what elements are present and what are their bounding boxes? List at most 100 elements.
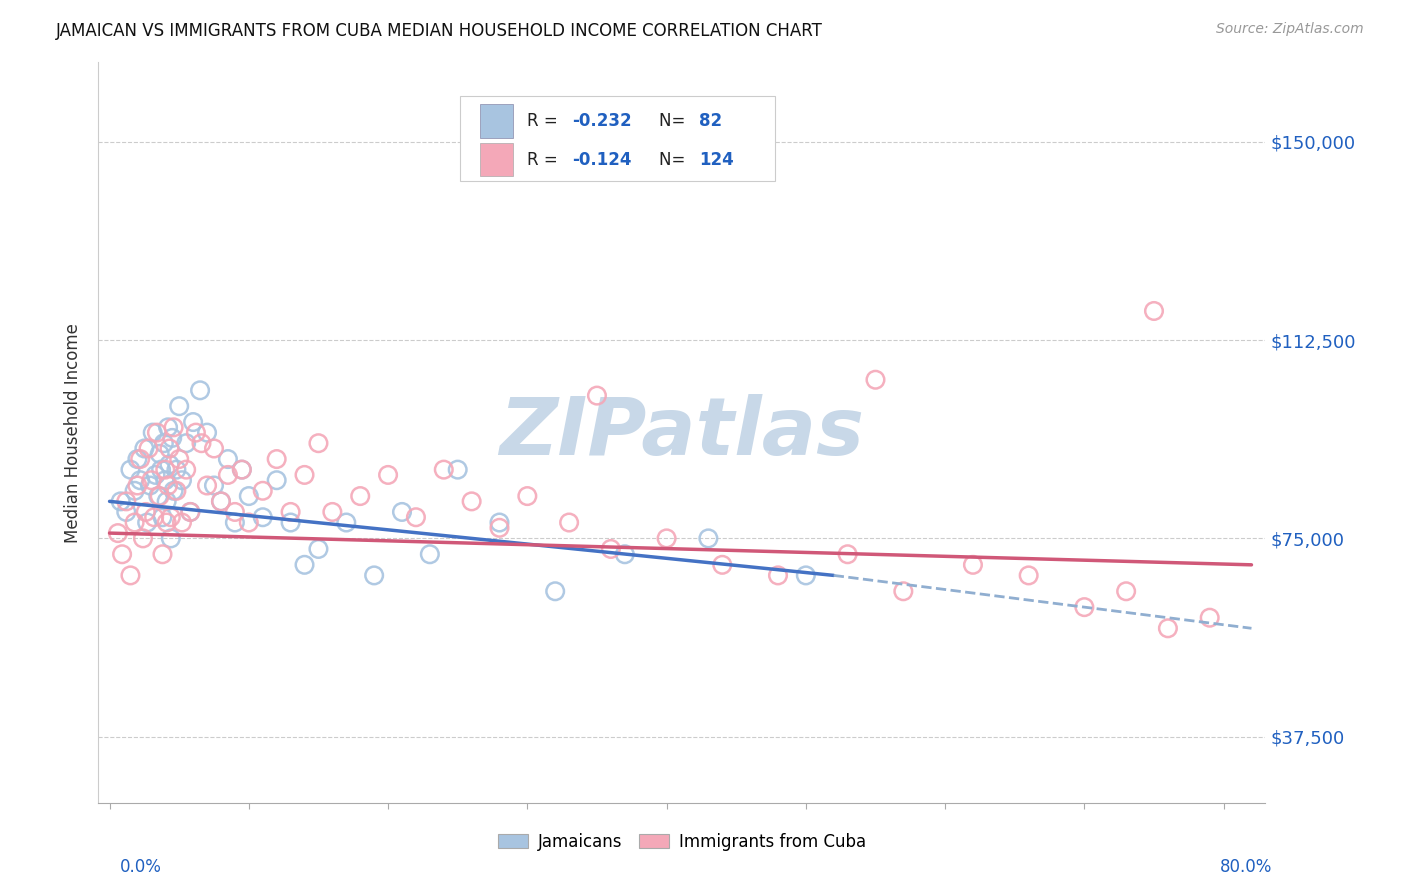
Point bbox=[156, 516, 179, 530]
Point bbox=[156, 494, 179, 508]
Point bbox=[160, 510, 183, 524]
Text: R =: R = bbox=[527, 151, 562, 169]
Point bbox=[238, 489, 260, 503]
Point bbox=[179, 505, 201, 519]
Point bbox=[181, 415, 204, 429]
Point bbox=[132, 532, 155, 546]
Point bbox=[157, 478, 180, 492]
Point bbox=[127, 478, 149, 492]
Point bbox=[335, 516, 357, 530]
Point bbox=[167, 452, 190, 467]
Point bbox=[217, 467, 239, 482]
Text: Source: ZipAtlas.com: Source: ZipAtlas.com bbox=[1216, 22, 1364, 37]
Text: N=: N= bbox=[658, 112, 690, 130]
Point bbox=[162, 483, 184, 498]
Point bbox=[167, 399, 190, 413]
Point bbox=[280, 516, 302, 530]
Text: -0.124: -0.124 bbox=[572, 151, 631, 169]
Point bbox=[188, 384, 211, 398]
Point bbox=[433, 462, 456, 476]
Point bbox=[127, 452, 149, 467]
Point bbox=[157, 420, 180, 434]
Point bbox=[138, 442, 160, 456]
Point bbox=[146, 425, 169, 440]
Point bbox=[139, 478, 162, 492]
Point bbox=[160, 431, 183, 445]
Point bbox=[153, 436, 176, 450]
Point bbox=[217, 452, 239, 467]
Point bbox=[160, 532, 183, 546]
Point bbox=[419, 547, 441, 561]
Point bbox=[1157, 621, 1180, 635]
Point bbox=[558, 516, 581, 530]
Point bbox=[134, 442, 156, 456]
Point bbox=[159, 442, 181, 456]
Point bbox=[149, 447, 172, 461]
Point bbox=[159, 458, 181, 472]
Point bbox=[110, 494, 132, 508]
Point bbox=[1073, 600, 1095, 615]
Point bbox=[447, 462, 470, 476]
Point bbox=[148, 489, 170, 503]
Point bbox=[170, 516, 193, 530]
Point bbox=[613, 547, 636, 561]
Point bbox=[179, 505, 201, 519]
Text: 82: 82 bbox=[699, 112, 723, 130]
Point bbox=[143, 510, 166, 524]
Point bbox=[190, 436, 212, 450]
Point bbox=[321, 505, 343, 519]
Point bbox=[170, 473, 193, 487]
Text: JAMAICAN VS IMMIGRANTS FROM CUBA MEDIAN HOUSEHOLD INCOME CORRELATION CHART: JAMAICAN VS IMMIGRANTS FROM CUBA MEDIAN … bbox=[56, 22, 823, 40]
Point bbox=[202, 478, 225, 492]
Point bbox=[697, 532, 720, 546]
Point bbox=[129, 473, 152, 487]
Point bbox=[115, 505, 138, 519]
Text: 80.0%: 80.0% bbox=[1220, 858, 1272, 876]
Point bbox=[460, 494, 482, 508]
Point bbox=[141, 473, 163, 487]
Point bbox=[115, 494, 138, 508]
Point bbox=[165, 462, 187, 476]
Point bbox=[1018, 568, 1040, 582]
Point bbox=[107, 526, 129, 541]
Point bbox=[136, 516, 159, 530]
Y-axis label: Median Household Income: Median Household Income bbox=[65, 323, 83, 542]
Point bbox=[766, 568, 789, 582]
Point bbox=[142, 425, 165, 440]
Point bbox=[124, 483, 146, 498]
FancyBboxPatch shape bbox=[479, 104, 513, 137]
Point bbox=[174, 436, 197, 450]
Point bbox=[231, 462, 253, 476]
Point bbox=[149, 489, 172, 503]
Point bbox=[1198, 611, 1220, 625]
Point bbox=[252, 483, 274, 498]
Point bbox=[307, 436, 329, 450]
Point bbox=[891, 584, 914, 599]
Point bbox=[599, 541, 621, 556]
Point bbox=[184, 425, 207, 440]
Point bbox=[155, 462, 177, 476]
Point bbox=[209, 494, 232, 508]
Point bbox=[202, 442, 225, 456]
Point bbox=[1115, 584, 1137, 599]
Point bbox=[266, 452, 288, 467]
Point bbox=[488, 521, 510, 535]
Point bbox=[655, 532, 678, 546]
Point bbox=[111, 547, 134, 561]
Point bbox=[363, 568, 385, 582]
Point bbox=[516, 489, 538, 503]
Point bbox=[129, 452, 152, 467]
Point bbox=[280, 505, 302, 519]
Text: 0.0%: 0.0% bbox=[120, 858, 162, 876]
FancyBboxPatch shape bbox=[479, 143, 513, 177]
Point bbox=[391, 505, 413, 519]
Point bbox=[195, 425, 218, 440]
Point bbox=[195, 478, 218, 492]
Point bbox=[155, 473, 177, 487]
Point bbox=[238, 516, 260, 530]
Point bbox=[150, 462, 173, 476]
Point bbox=[165, 483, 187, 498]
Point bbox=[586, 389, 609, 403]
Text: R =: R = bbox=[527, 112, 562, 130]
Point bbox=[1143, 304, 1166, 318]
